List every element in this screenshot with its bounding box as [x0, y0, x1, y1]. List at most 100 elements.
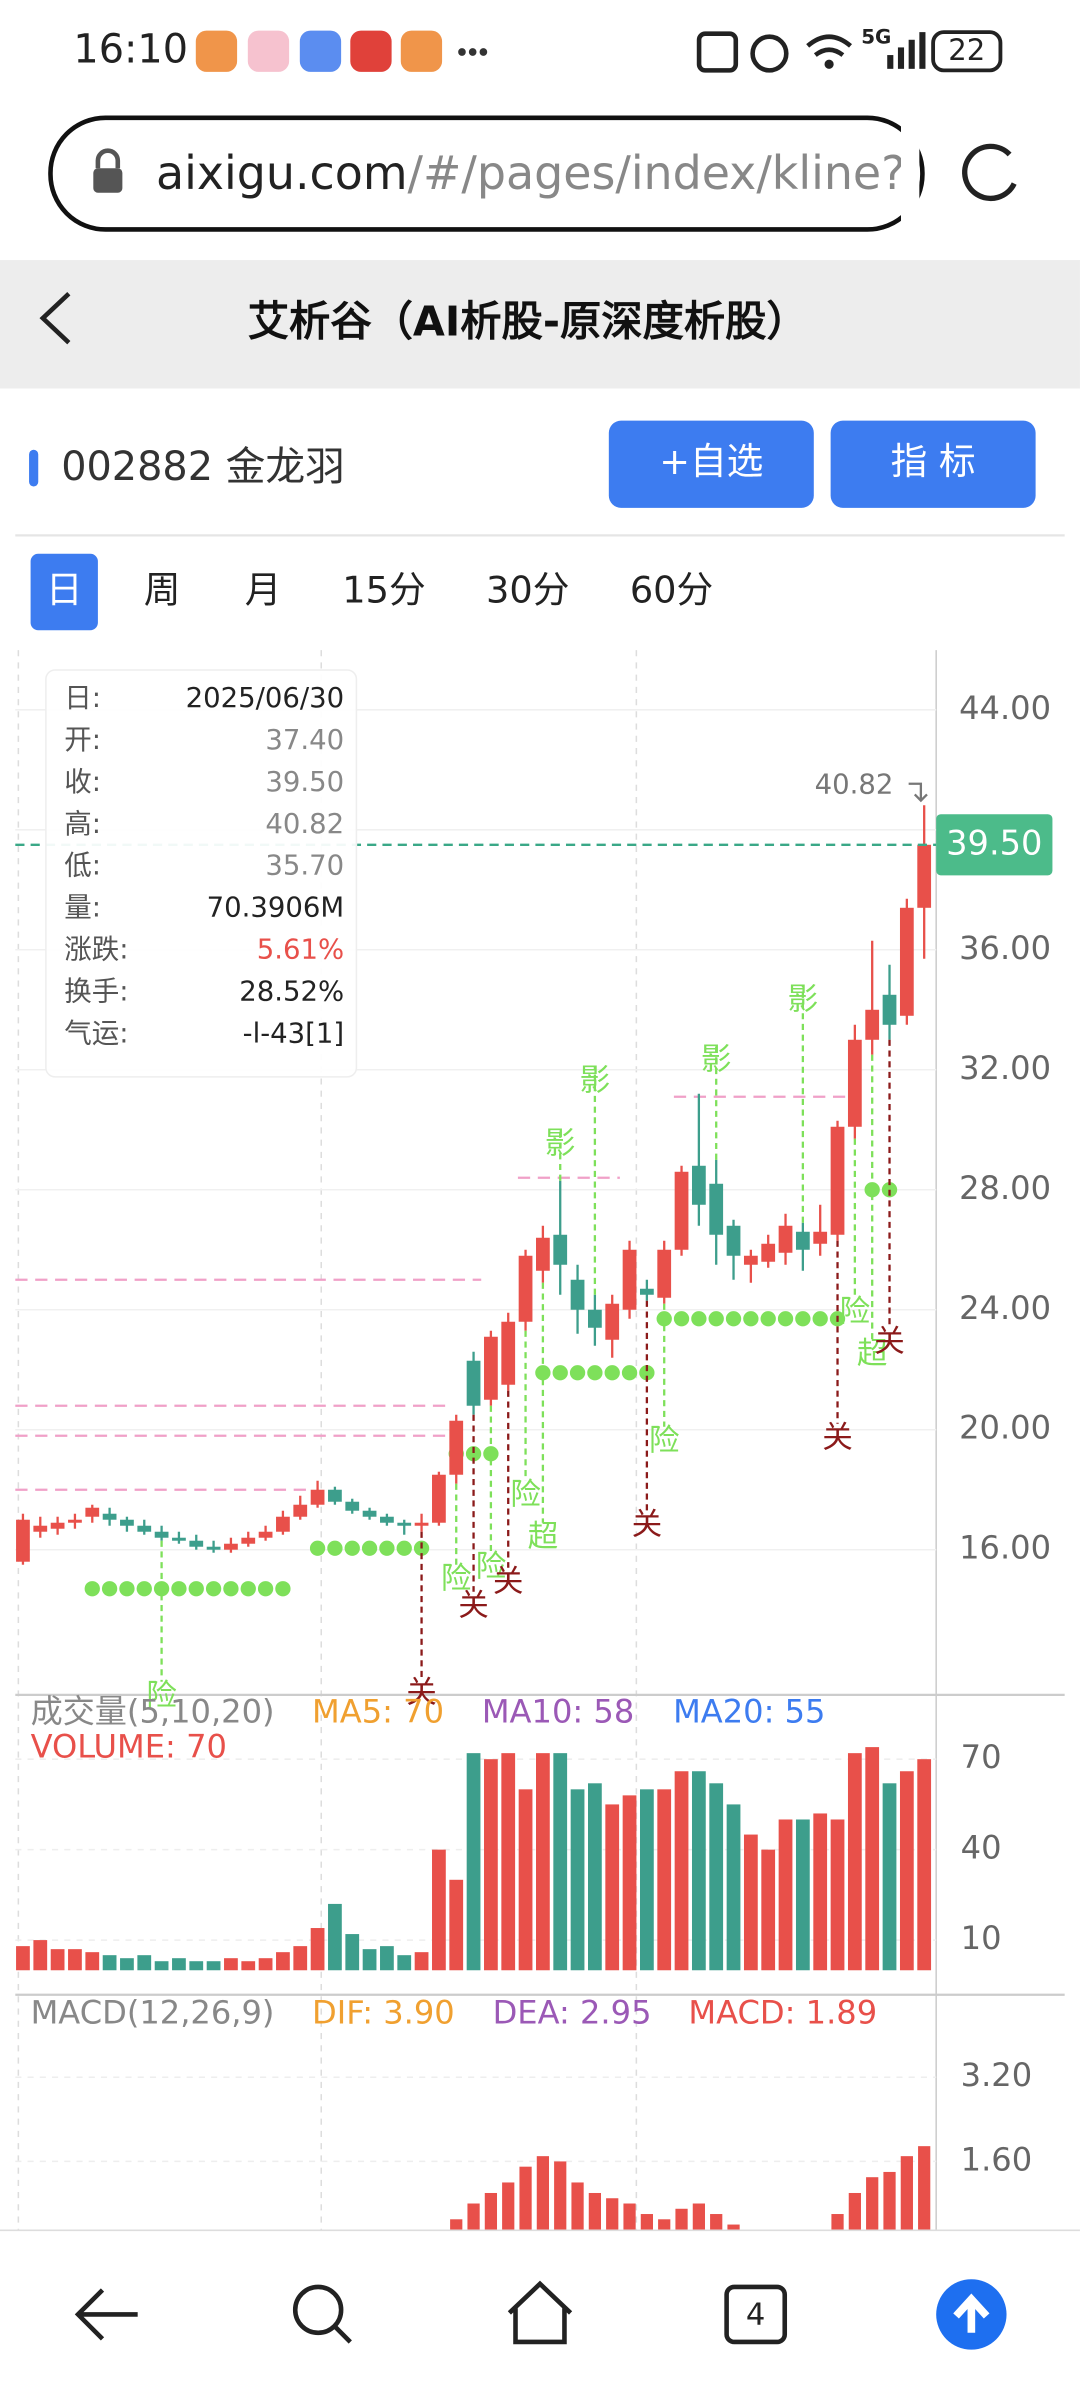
volume-tick-label: 10: [961, 1919, 1002, 1957]
y-tick-label: 24.00: [959, 1289, 1051, 1327]
volume-bar: [68, 1949, 82, 1971]
support-dot: [396, 1540, 412, 1556]
volume-bar: [813, 1813, 828, 1971]
tab[interactable]: 周: [144, 568, 181, 611]
volume-bar: [120, 1958, 134, 1971]
y-tick-label: 32.00: [959, 1049, 1051, 1087]
candle-body: [328, 1489, 342, 1502]
volume-bar: [241, 1961, 256, 1971]
annotation: 险: [146, 1679, 177, 1714]
candle-body: [172, 1537, 186, 1541]
candle-body: [466, 1360, 481, 1406]
candle-body: [293, 1504, 308, 1517]
reload-button[interactable]: [962, 143, 1017, 202]
candle-body: [414, 1522, 429, 1526]
candle-body: [917, 844, 932, 908]
info-label: 收:: [64, 766, 101, 798]
annotation: 险: [476, 1550, 507, 1585]
volume-tick-label: 70: [961, 1738, 1002, 1776]
candle-body: [380, 1516, 394, 1523]
support-dot: [101, 1581, 118, 1597]
y-tick-label: 44.00: [959, 689, 1051, 727]
support-dot: [812, 1311, 828, 1327]
volume-bar: [518, 1789, 533, 1971]
support-dot: [777, 1311, 794, 1327]
volume-bar: [189, 1961, 204, 1971]
candle-body: [120, 1519, 134, 1526]
volume-bar: [865, 1747, 880, 1971]
volume-bar: [830, 1819, 845, 1971]
volume-bar: [588, 1783, 602, 1971]
volume-bar: [276, 1952, 290, 1971]
volume-bar: [501, 1753, 516, 1971]
info-label: 低:: [64, 850, 101, 882]
y-tick-label: 28.00: [959, 1169, 1051, 1207]
candle-body: [224, 1543, 238, 1550]
status-app-icons: [195, 30, 1003, 73]
annotation: 影: [580, 1064, 611, 1099]
candle-body: [362, 1510, 377, 1517]
macd-bar: [588, 2192, 602, 2231]
volume-bar: [899, 1771, 914, 1971]
candle-body: [709, 1183, 724, 1235]
status-time: 16:10: [73, 27, 188, 73]
tab[interactable]: 60分: [630, 568, 713, 611]
y-tick-label: 16.00: [959, 1529, 1051, 1567]
nav-search[interactable]: [292, 2284, 352, 2344]
tab[interactable]: 日: [46, 568, 83, 611]
volume-bar: [622, 1795, 637, 1971]
tab[interactable]: 月: [245, 568, 282, 611]
support-dot: [569, 1365, 586, 1381]
url-bar[interactable]: [48, 115, 925, 232]
volume-bar: [362, 1949, 377, 1971]
macd-bar: [866, 2177, 879, 2231]
volume-bar: [224, 1958, 238, 1971]
annotation: 险: [510, 1478, 541, 1513]
button[interactable]: [608, 420, 814, 508]
support-dot: [587, 1365, 603, 1381]
nav-up[interactable]: [936, 2279, 1007, 2350]
nav-tabs[interactable]: [724, 2284, 788, 2345]
tab[interactable]: 30分: [486, 568, 569, 611]
volume-ma10: MA10: 58: [482, 1692, 634, 1730]
candle-body: [795, 1231, 810, 1250]
candle-body: [830, 1126, 845, 1235]
volume-bar: [726, 1804, 741, 1971]
nav-back[interactable]: [74, 2288, 138, 2341]
stock-marker: [29, 449, 39, 487]
macd-bar: [848, 2192, 861, 2231]
candle-body: [189, 1540, 204, 1547]
volume-bar: [172, 1958, 186, 1971]
nav-bar: [0, 2230, 1080, 2399]
button[interactable]: [830, 420, 1036, 508]
volume-bar: [917, 1759, 932, 1971]
info-label: 高:: [64, 808, 101, 840]
nav-home[interactable]: [507, 2280, 573, 2345]
tab[interactable]: 15分: [342, 568, 425, 611]
button-label: +自选: [659, 440, 763, 483]
candle-body: [570, 1279, 585, 1310]
back-button[interactable]: [39, 292, 71, 345]
candle-body: [691, 1165, 706, 1205]
volume-bar: [449, 1879, 464, 1971]
candle-body: [484, 1336, 498, 1400]
nav-tab-count: 4: [746, 2297, 765, 2332]
macd-bar: [727, 2224, 740, 2231]
volume-bar: [414, 1952, 429, 1971]
candle-body: [553, 1234, 568, 1265]
support-dot: [240, 1581, 256, 1597]
macd-tick-label: 1.60: [961, 2140, 1033, 2178]
candle-body: [16, 1519, 30, 1562]
support-dot: [257, 1581, 274, 1597]
candle-body: [310, 1489, 325, 1505]
volume-bar: [605, 1804, 620, 1971]
macd-tick-label: 0.00: [961, 2225, 1033, 2263]
lock-icon: [93, 148, 123, 193]
candle-body: [639, 1288, 654, 1295]
info-label: 换手:: [64, 975, 128, 1007]
support-dot: [205, 1581, 222, 1597]
candle-body: [33, 1525, 48, 1532]
tab-selected[interactable]: [30, 553, 98, 631]
